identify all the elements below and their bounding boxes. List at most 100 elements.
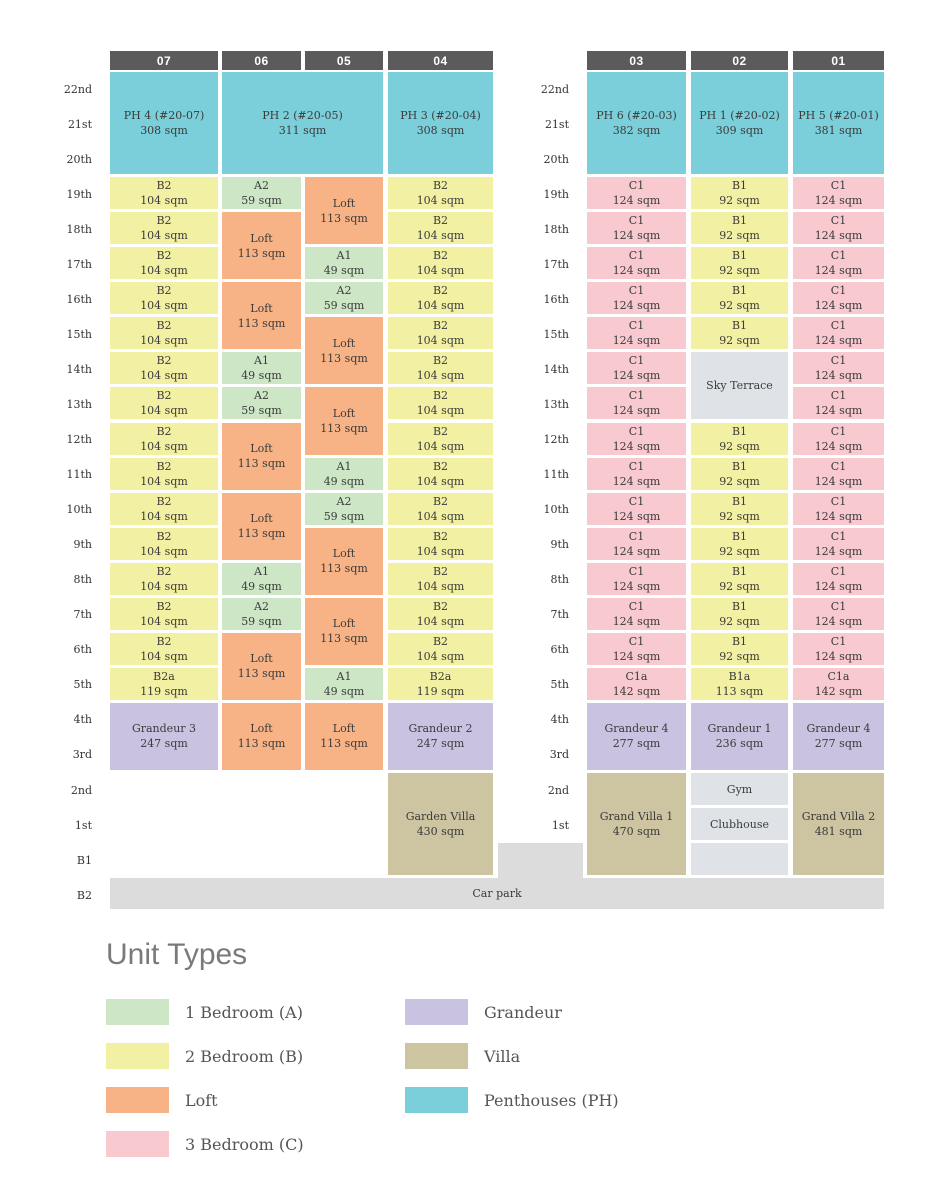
unit-c1: C1 124 sqm	[587, 247, 686, 280]
unit-area: 104 sqm	[140, 439, 188, 453]
unit-area: 124 sqm	[612, 369, 661, 383]
unit-b2: B2 104 sqm	[388, 282, 493, 315]
unit-loft: Loft 113 sqm	[305, 702, 383, 770]
unit-area: 124 sqm	[612, 439, 661, 453]
unit-name: A1	[336, 669, 352, 683]
unit-c1: C1 124 sqm	[793, 632, 884, 665]
unit-b2: B2 104 sqm	[388, 492, 493, 525]
floor-label-5th-right: 5th	[550, 678, 569, 692]
unit-area: 124 sqm	[814, 509, 863, 523]
unit-b2: B2 104 sqm	[110, 387, 218, 420]
floor-label-5th-left: 5th	[73, 678, 92, 692]
unit-name: Grandeur 1	[707, 722, 772, 736]
unit-name: B2	[156, 319, 172, 333]
unit-name: C1	[628, 459, 645, 473]
unit-c1: C1 124 sqm	[793, 422, 884, 455]
unit-name: B2a	[153, 669, 175, 683]
unit-name: C1	[628, 319, 645, 333]
floor-label-17th-left: 17th	[66, 257, 92, 271]
unit-name: PH 3 (#20-04)	[400, 109, 481, 123]
unit-c1: C1 124 sqm	[793, 282, 884, 315]
unit-area: 308 sqm	[416, 124, 465, 138]
unit-b1: B1 92 sqm	[691, 422, 788, 455]
unit-area: 308 sqm	[140, 124, 188, 138]
unit-b2: B2 104 sqm	[110, 247, 218, 280]
unit-name: Loft	[332, 722, 356, 736]
legend-label: Penthouses (PH)	[484, 1090, 619, 1110]
unit-area: 104 sqm	[140, 474, 188, 488]
unit-carpark	[498, 843, 583, 880]
floor-label-9th-left: 9th	[73, 538, 92, 552]
unit-name: PH 6 (#20-03)	[596, 109, 677, 123]
floor-label-3rd-left: 3rd	[72, 748, 92, 762]
unit-name: Loft	[250, 652, 273, 666]
unit-name: PH 2 (#20-05)	[262, 109, 343, 123]
floor-label-8th-right: 8th	[550, 573, 569, 587]
floor-label-22nd-right: 22nd	[540, 82, 569, 96]
unit-b2: B2 104 sqm	[388, 212, 493, 245]
unit-area: 124 sqm	[612, 404, 661, 418]
unit-area: 104 sqm	[416, 299, 465, 313]
unit-c1: C1 124 sqm	[587, 562, 686, 595]
floor-label-7th-right: 7th	[550, 608, 569, 622]
unit-area: 470 sqm	[612, 825, 661, 839]
unit-name: B2	[156, 249, 172, 263]
unit-name: C1	[830, 389, 847, 403]
unit-sky-terrace: Sky Terrace	[691, 352, 788, 420]
unit-name: A1	[254, 354, 269, 368]
unit-area: 142 sqm	[612, 684, 661, 698]
unit-name: C1	[628, 599, 645, 613]
unit-car-park: Car park	[110, 878, 884, 910]
column-header-07: 07	[110, 51, 218, 70]
unit-area: 104 sqm	[140, 194, 188, 208]
unit-c1: C1 124 sqm	[587, 282, 686, 315]
unit-name: Loft	[332, 617, 356, 631]
legend-item-b: 2 Bedroom (B)	[106, 1043, 303, 1069]
unit-name: A1	[336, 249, 352, 263]
unit-name: PH 1 (#20-02)	[699, 109, 780, 123]
floor-label-1st-right: 1st	[551, 818, 569, 832]
unit-loft: Loft 113 sqm	[222, 212, 301, 280]
unit-c1: C1 124 sqm	[793, 177, 884, 210]
unit-area: 124 sqm	[814, 474, 863, 488]
unit-name: PH 4 (#20-07)	[123, 109, 205, 123]
unit-area: 124 sqm	[814, 334, 863, 348]
unit-name: B2	[432, 389, 449, 403]
unit-loft: Loft 113 sqm	[305, 177, 383, 245]
unit-name: B2	[432, 179, 449, 193]
unit-name: B1	[731, 599, 748, 613]
unit-area: 113 sqm	[237, 527, 286, 541]
floor-label-2nd-right: 2nd	[547, 783, 569, 797]
column-header-01: 01	[793, 51, 884, 70]
unit-b2: B2 104 sqm	[110, 282, 218, 315]
floor-label-16th-right: 16th	[543, 292, 569, 306]
unit-area: 59 sqm	[323, 299, 365, 313]
unit-ph-3-20-04: PH 3 (#20-04) 308 sqm	[388, 72, 493, 175]
unit-b2: B2 104 sqm	[388, 632, 493, 665]
unit-name: C1	[830, 179, 847, 193]
unit-name: Clubhouse	[709, 817, 769, 831]
floor-label-10th-right: 10th	[543, 503, 569, 517]
unit-area: 49 sqm	[323, 264, 365, 278]
unit-c1a: C1a 142 sqm	[587, 667, 686, 700]
unit-area: 104 sqm	[140, 579, 188, 593]
unit-area: 104 sqm	[416, 404, 465, 418]
unit-b2: B2 104 sqm	[110, 177, 218, 210]
legend-title: Unit Types	[106, 938, 248, 971]
unit-area: 113 sqm	[320, 421, 368, 435]
unit-area: 92 sqm	[719, 264, 760, 278]
unit-area: 92 sqm	[719, 544, 760, 558]
floor-label-21st-left: 21st	[67, 117, 92, 131]
unit-grandeur-1: Grandeur 1 236 sqm	[691, 702, 788, 770]
floor-label-22nd-left: 22nd	[63, 82, 92, 96]
unit-a2: A2 59 sqm	[222, 387, 301, 420]
column-header-06: 06	[222, 51, 301, 70]
unit-name: B2	[432, 249, 449, 263]
unit-b2: B2 104 sqm	[388, 422, 493, 455]
unit-area: 92 sqm	[719, 229, 760, 243]
unit-b1: B1 92 sqm	[691, 282, 788, 315]
unit-a2: A2 59 sqm	[222, 177, 301, 210]
unit-name: Car park	[472, 887, 522, 901]
unit-area: 92 sqm	[719, 614, 760, 628]
unit-c1: C1 124 sqm	[793, 492, 884, 525]
